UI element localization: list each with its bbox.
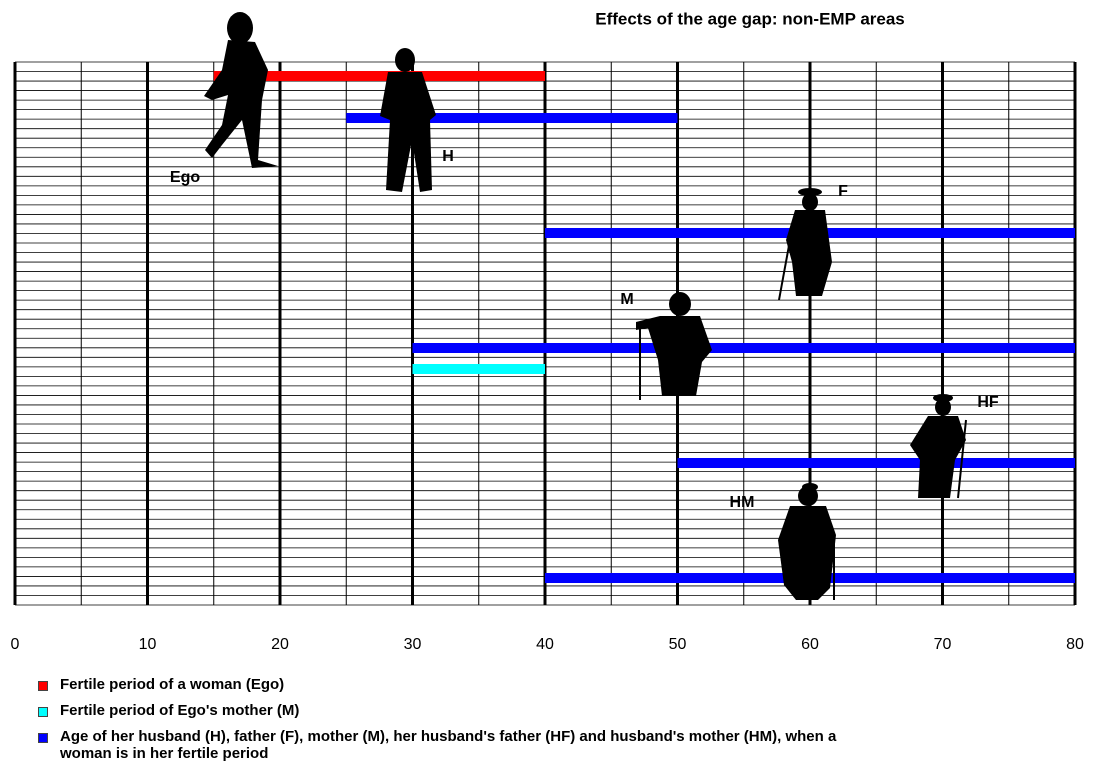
x-tick-label: 60 (801, 636, 819, 653)
page: Effects of the age gap: non-EMP areas 0 1… (0, 0, 1110, 769)
annotation: Ego (170, 169, 200, 186)
silhouette (802, 193, 818, 211)
x-tick-label: 10 (139, 636, 157, 653)
legend-item: Fertile period of a woman (Ego) (38, 676, 858, 693)
silhouette (798, 486, 818, 506)
bar (413, 364, 546, 374)
x-tick-label: 80 (1066, 636, 1084, 653)
legend-item: Age of her husband (H), father (F), moth… (38, 728, 858, 762)
silhouette (935, 398, 951, 416)
legend-swatch (38, 707, 48, 717)
x-tick-label: 30 (404, 636, 422, 653)
legend-swatch (38, 733, 48, 743)
annotation: F (838, 183, 848, 200)
bar (678, 458, 1076, 468)
annotation: H (442, 148, 454, 165)
chart-title: Effects of the age gap: non-EMP areas (595, 9, 905, 28)
x-tick-label: 20 (271, 636, 289, 653)
legend-swatch (38, 681, 48, 691)
silhouette (786, 210, 832, 296)
x-tick-label: 50 (669, 636, 687, 653)
silhouette (778, 506, 836, 600)
x-tick-label: 0 (11, 636, 20, 653)
legend-label: Fertile period of Ego's mother (M) (60, 702, 299, 719)
annotation: HM (730, 494, 755, 511)
silhouette (910, 416, 966, 498)
chart: Effects of the age gap: non-EMP areas 0 1… (0, 0, 1110, 670)
annotation: M (620, 291, 633, 308)
legend-item: Fertile period of Ego's mother (M) (38, 702, 858, 719)
silhouette (380, 72, 436, 192)
legend-label: Age of her husband (H), father (F), moth… (60, 728, 858, 762)
x-tick-label: 40 (536, 636, 554, 653)
bar (413, 343, 1076, 353)
silhouette (636, 316, 712, 396)
silhouette (395, 48, 415, 72)
legend-label: Fertile period of a woman (Ego) (60, 676, 284, 693)
legend: Fertile period of a woman (Ego) Fertile p… (38, 676, 858, 771)
x-tick-label: 70 (934, 636, 952, 653)
silhouette (227, 12, 253, 44)
annotation: HF (977, 394, 999, 411)
silhouette (204, 40, 278, 168)
silhouette (669, 292, 691, 316)
